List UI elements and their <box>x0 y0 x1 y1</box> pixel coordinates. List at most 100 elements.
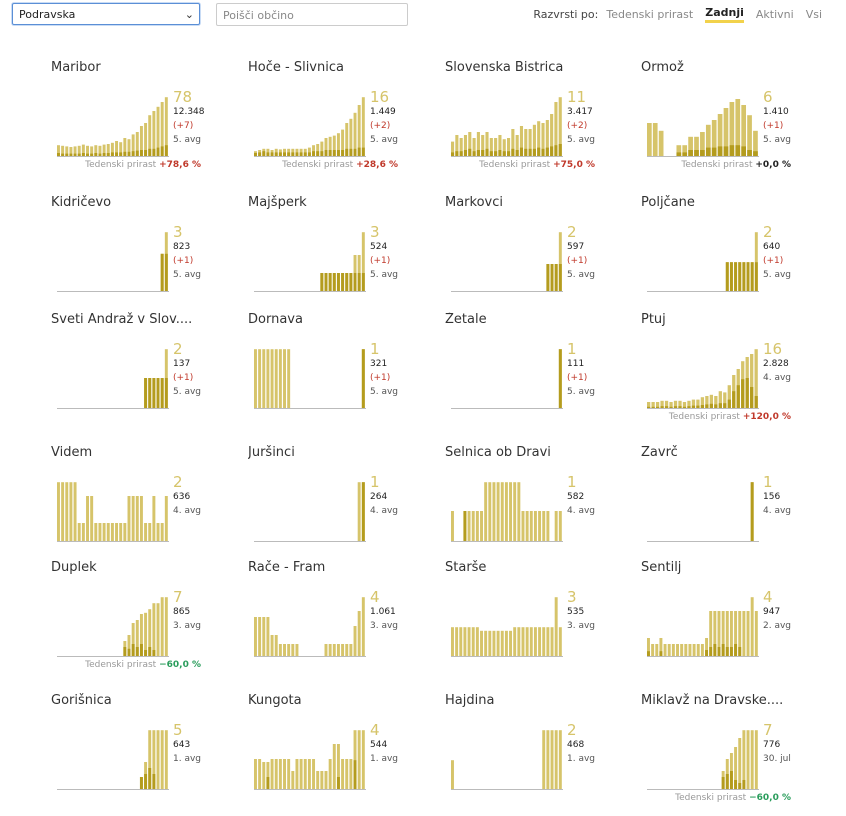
sparkline-bar <box>135 620 139 656</box>
sparkline-bar <box>316 144 320 156</box>
municipality-card[interactable]: Šentilj 4 947 2. avg <box>641 560 811 670</box>
sparkline-bar-recent <box>558 264 562 291</box>
sparkline-bar <box>459 138 463 156</box>
sparkline-bar <box>291 644 295 656</box>
municipality-card[interactable]: Zavrč 1 156 4. avg <box>641 445 811 555</box>
sparkline-bar-recent <box>81 153 85 156</box>
sparkline-bar <box>692 644 696 656</box>
sparkline-bar-recent <box>139 777 143 789</box>
municipality-card[interactable]: Ormož 6 1.410 (+1) 5. avg Tedenski prirast +0… <box>641 60 811 170</box>
municipality-card[interactable]: Sveti Andraž v Slov.... 2 137 (+1) 5. avg <box>51 312 221 422</box>
municipality-card[interactable]: Starše 3 535 3. avg <box>445 560 615 670</box>
sparkline-bar <box>127 139 131 156</box>
municipality-card[interactable]: Selnica ob Dravi 1 582 4. avg <box>445 445 615 555</box>
delta-count: (+2) <box>567 121 588 131</box>
sparkline-bar-recent <box>164 145 168 156</box>
sparkline-bar-recent <box>361 349 365 408</box>
municipality-card[interactable]: Majšperk 3 524 (+1) 5. avg <box>248 195 418 305</box>
municipality-card[interactable]: Markovci 2 597 (+1) 5. avg <box>445 195 615 305</box>
sparkline-bar <box>324 138 328 156</box>
municipality-search-input[interactable]: Poišči občino <box>216 3 408 26</box>
search-placeholder: Poišči občino <box>223 9 294 22</box>
municipality-name: Videm <box>51 445 93 460</box>
sparkline-chart <box>647 232 759 292</box>
latest-value: 11 <box>567 88 587 106</box>
sparkline-bar-recent <box>77 153 81 156</box>
sparkline-bar-recent <box>336 777 340 789</box>
municipality-card[interactable]: Kungota 4 544 1. avg <box>248 693 418 803</box>
sparkline-bar-recent <box>753 151 758 156</box>
sparkline-bar <box>299 759 303 789</box>
latest-value: 1 <box>370 340 380 358</box>
municipality-card[interactable]: Maribor 78 12.348 (+7) 5. avg Tedenski priras… <box>51 60 221 170</box>
sparkline-bar <box>680 644 684 656</box>
sort-option-latest[interactable]: Zadnji <box>705 6 744 23</box>
sparkline-bar <box>332 744 336 789</box>
sparkline-bar-recent <box>687 406 691 408</box>
active-count: 947 <box>763 607 781 617</box>
sparkline-bar <box>131 134 135 156</box>
sparkline-bar <box>451 511 454 541</box>
sparkline-bar <box>502 139 506 156</box>
municipality-card[interactable]: Juršinci 1 264 4. avg <box>248 445 418 555</box>
municipality-card[interactable]: Rače - Fram 4 1.061 3. avg <box>248 560 418 670</box>
active-count: 640 <box>763 242 781 252</box>
region-select[interactable]: Podravska ⌄ <box>12 3 200 25</box>
municipality-card[interactable]: Poljčane 2 640 (+1) 5. avg <box>641 195 811 305</box>
municipality-card[interactable]: Žetale 1 111 (+1) 5. avg <box>445 312 615 422</box>
sparkline-bar <box>349 644 353 656</box>
sort-option-all[interactable]: Vsi <box>805 8 822 21</box>
sparkline-bar-recent <box>86 153 89 156</box>
sparkline-bar-recent <box>69 153 73 156</box>
sparkline-bar <box>90 146 94 156</box>
sparkline-bar <box>270 759 274 789</box>
sparkline-bar <box>115 523 119 541</box>
sparkline-chart <box>57 597 169 657</box>
municipality-card[interactable]: Slovenska Bistrica 11 3.417 (+2) 5. avg Teden… <box>445 60 615 170</box>
delta-count: (+1) <box>173 373 194 383</box>
sparkline-bar <box>517 627 521 656</box>
stats-block: 16 1.449 (+2) 5. avg <box>370 89 398 147</box>
sort-option-active[interactable]: Aktivni <box>755 8 794 21</box>
municipality-card[interactable]: Kidričevo 3 823 (+1) 5. avg <box>51 195 221 305</box>
sparkline-bar-recent <box>131 151 135 156</box>
toolbar: Podravska ⌄ Poišči občino Razvrsti po: T… <box>0 0 846 40</box>
sparkline-bar-recent <box>738 783 742 789</box>
sparkline-bar <box>545 120 549 156</box>
active-count: 776 <box>763 740 781 750</box>
sparkline-bar <box>538 511 542 541</box>
active-count: 535 <box>567 607 585 617</box>
municipality-card[interactable]: Ptuj 16 2.828 4. avg Tedenski prirast +120,0… <box>641 312 811 422</box>
sparkline-bar <box>283 644 286 656</box>
average-label: 5. avg <box>173 270 202 280</box>
municipality-card[interactable]: Dornava 1 321 (+1) 5. avg <box>248 312 418 422</box>
sparkline-bar <box>119 142 123 156</box>
sparkline-bar-recent <box>148 768 152 789</box>
municipality-card[interactable]: Hoče - Slivnica 16 1.449 (+2) 5. avg Tedenski… <box>248 60 418 170</box>
municipality-card[interactable]: Videm 2 636 4. avg <box>51 445 221 555</box>
sparkline-bar <box>554 102 558 156</box>
stats-block: 1 264 4. avg <box>370 474 398 518</box>
sparkline-bar <box>90 496 94 541</box>
municipality-card[interactable]: Hajdina 2 468 1. avg <box>445 693 615 803</box>
active-count: 1.410 <box>763 107 789 117</box>
sparkline-bar-recent <box>729 771 733 789</box>
municipality-card[interactable]: Miklavž na Dravske.... 7 776 30. jul Tedensk… <box>641 693 811 803</box>
sparkline-bar <box>507 138 511 156</box>
sparkline-bar <box>533 627 537 656</box>
sparkline-bar-recent <box>135 647 139 656</box>
sparkline-bar-recent <box>669 406 673 408</box>
active-count: 468 <box>567 740 585 750</box>
sparkline-bar <box>718 391 722 408</box>
sparkline-bar <box>734 747 738 789</box>
sparkline-bar <box>747 115 752 156</box>
stats-block: 16 2.828 4. avg <box>763 341 791 385</box>
municipality-card[interactable]: Gorišnica 5 643 1. avg <box>51 693 221 803</box>
sparkline-bar-recent <box>303 152 307 156</box>
sparkline-bar <box>123 523 127 541</box>
municipality-card[interactable]: Duplek 7 865 3. avg Tedenski prirast −60,0 % <box>51 560 221 670</box>
sparkline-bar-recent <box>747 150 752 156</box>
sparkline-bar <box>94 145 98 156</box>
sort-option-weekly-growth[interactable]: Tedenski prirast <box>606 8 694 21</box>
sparkline-bar <box>496 630 500 656</box>
